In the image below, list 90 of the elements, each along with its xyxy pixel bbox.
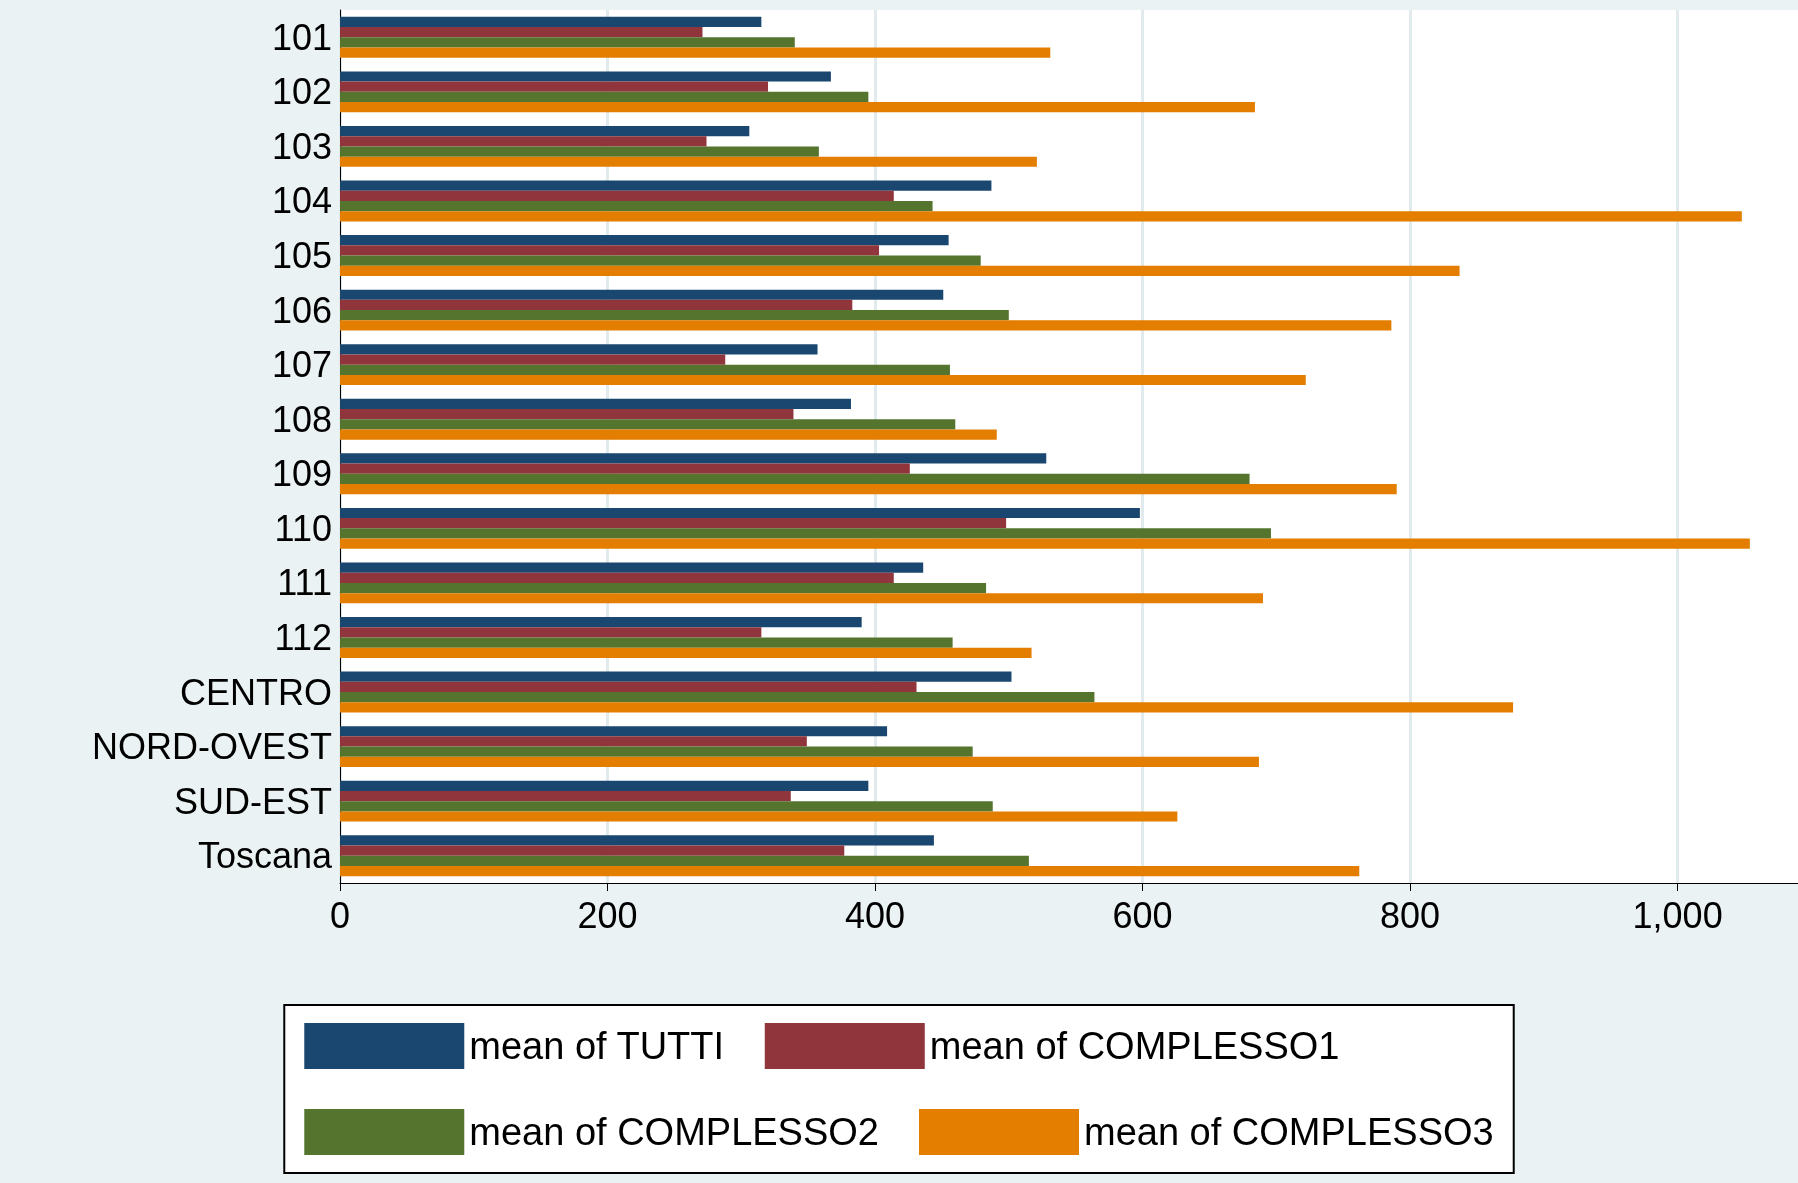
bar [340,235,949,246]
bar [340,736,807,747]
y-tick-label: 106 [271,289,332,331]
bar [340,671,1012,682]
bar [340,419,956,430]
bar [340,71,831,82]
x-tick-label: 400 [845,894,906,936]
bar [340,780,869,791]
y-tick-label: NORD-OVEST [91,726,333,768]
bar [340,364,950,375]
x-tick-label: 600 [1112,894,1173,936]
bar [340,538,1750,549]
bar [340,37,795,48]
bar [340,344,818,355]
bar [340,47,1051,58]
bar [340,289,944,300]
bar [340,647,1032,658]
legend-label: mean of COMPLESSO1 [929,1025,1340,1067]
bar [340,265,1460,276]
bar [340,299,853,311]
bar [340,518,1007,529]
y-tick-label: 111 [277,562,332,604]
legend-label: mean of COMPLESSO3 [1084,1111,1494,1153]
bar [340,756,1259,768]
x-tick-label: 800 [1380,894,1441,936]
bar [340,593,1263,604]
y-tick-label: 107 [271,344,332,386]
bar [340,726,888,737]
bar [340,91,869,103]
bar [340,617,862,628]
y-tick-label: 109 [271,453,332,495]
bar [340,627,762,638]
y-tick-label: 103 [271,125,332,167]
bar [340,801,993,812]
bar [340,245,880,256]
bar [340,156,1037,167]
y-tick-label: 108 [271,398,332,440]
bar [340,811,1178,822]
bar [340,582,987,594]
bar [340,255,981,266]
y-tick-label: Toscana [197,835,333,877]
x-tick-label: 0 [329,894,351,936]
bar [340,692,1095,703]
y-tick-label: 101 [271,16,332,58]
bar [340,429,997,440]
y-tick-label: SUD-EST [173,780,332,822]
bar [340,102,1255,113]
bar [340,374,1306,386]
legend-label: mean of TUTTI [469,1025,725,1067]
bar [340,211,1742,222]
bar [340,473,1250,485]
bar [340,453,1047,464]
bar [340,637,953,648]
bar [340,790,791,802]
y-tick-label: 112 [274,616,332,658]
bar [340,562,924,573]
y-tick-label: 105 [271,235,332,277]
bar [340,81,769,92]
bar [340,27,703,38]
bar [340,398,851,409]
bar [340,310,1009,321]
bar [340,146,819,157]
bar [340,572,894,583]
bar [340,180,992,191]
bar [340,835,934,846]
bar [340,855,1029,866]
bar [340,190,894,201]
y-tick-label: 110 [274,507,332,549]
bar [340,136,707,147]
bar [340,528,1271,539]
y-tick-label: 102 [271,71,332,113]
bar [340,408,794,420]
bar [340,200,933,212]
bar [340,320,1392,331]
legend-label: mean of COMPLESSO2 [469,1111,880,1153]
bar [340,845,845,856]
y-tick-label: CENTRO [180,671,332,713]
bar [340,125,750,137]
y-tick-label: 104 [271,180,332,222]
x-tick-label: 1,000 [1632,894,1723,936]
bar [340,463,910,474]
bar [340,484,1397,495]
bar [340,865,1360,877]
bar [340,702,1514,713]
bar [340,354,726,365]
bar [340,507,1140,519]
bar [340,746,973,757]
bar [340,681,917,693]
bar [340,16,762,28]
x-tick-label: 200 [577,894,638,936]
